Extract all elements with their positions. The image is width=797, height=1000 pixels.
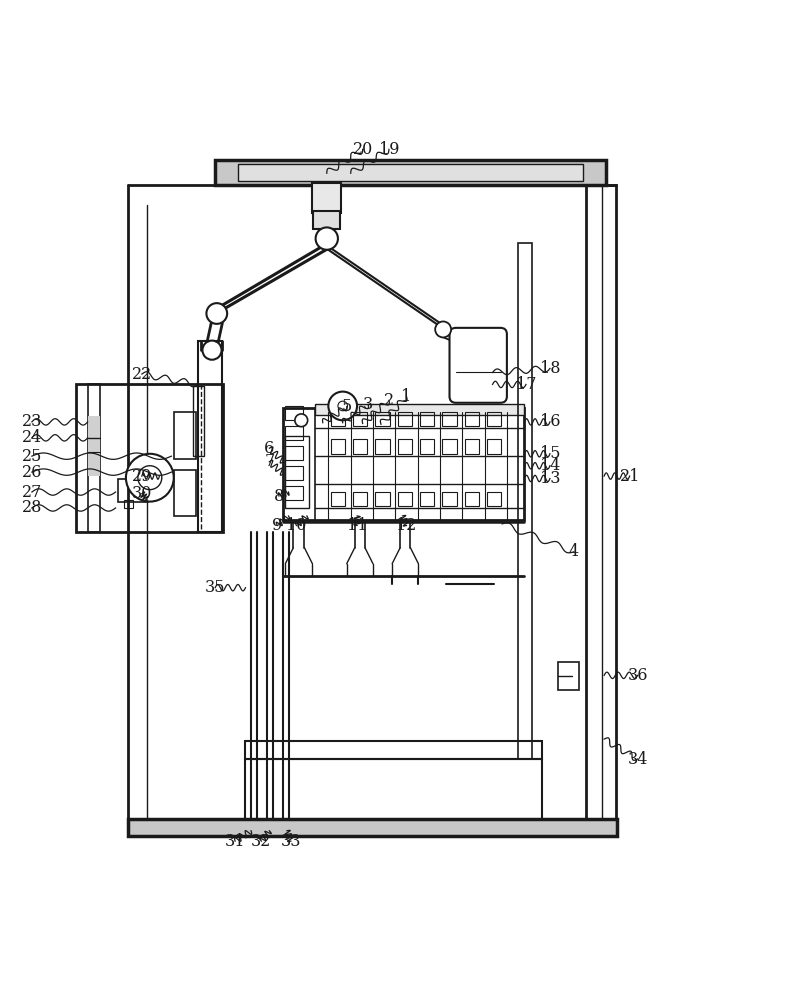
Bar xyxy=(442,439,457,454)
Text: 1: 1 xyxy=(402,388,411,405)
Bar xyxy=(198,341,222,532)
Text: 27: 27 xyxy=(22,484,42,501)
Bar xyxy=(285,436,309,508)
Text: 34: 34 xyxy=(627,751,648,768)
Bar xyxy=(353,492,367,506)
Bar xyxy=(283,408,524,520)
Text: 12: 12 xyxy=(396,517,417,534)
Text: 20: 20 xyxy=(352,141,373,158)
Bar xyxy=(215,160,606,185)
Text: 24: 24 xyxy=(22,429,42,446)
Text: 7: 7 xyxy=(265,453,274,470)
FancyBboxPatch shape xyxy=(450,328,507,403)
Text: 32: 32 xyxy=(251,833,272,850)
Text: 25: 25 xyxy=(22,448,42,465)
Bar xyxy=(331,412,345,426)
Text: 3: 3 xyxy=(363,396,373,413)
Bar xyxy=(245,741,542,759)
Bar xyxy=(174,412,196,459)
Bar xyxy=(375,492,390,506)
Text: 4: 4 xyxy=(569,543,579,560)
Text: 21: 21 xyxy=(619,468,640,485)
Bar xyxy=(315,404,524,415)
Circle shape xyxy=(202,341,222,360)
Text: 8: 8 xyxy=(274,488,284,505)
Bar xyxy=(586,185,616,823)
Bar xyxy=(353,439,367,454)
Bar xyxy=(465,412,479,426)
Text: 33: 33 xyxy=(281,833,301,850)
Bar xyxy=(285,486,303,500)
Text: 16: 16 xyxy=(540,413,560,430)
Bar xyxy=(375,439,390,454)
Text: 10: 10 xyxy=(286,517,307,534)
Text: 9: 9 xyxy=(273,517,282,534)
Bar xyxy=(487,412,501,426)
Bar xyxy=(193,386,204,456)
Bar xyxy=(442,492,457,506)
Bar xyxy=(398,492,412,506)
Text: 14: 14 xyxy=(540,457,560,474)
Text: 5: 5 xyxy=(342,398,351,415)
Text: 11: 11 xyxy=(347,517,367,534)
Text: 17: 17 xyxy=(516,376,536,393)
Bar xyxy=(420,492,434,506)
Circle shape xyxy=(435,321,451,337)
Text: 2: 2 xyxy=(384,392,394,409)
Bar xyxy=(285,426,303,440)
Bar xyxy=(88,416,100,476)
Circle shape xyxy=(126,454,174,502)
Bar xyxy=(285,446,303,460)
Text: 6: 6 xyxy=(265,440,274,457)
Text: 30: 30 xyxy=(132,485,152,502)
Text: 23: 23 xyxy=(22,413,42,430)
Bar xyxy=(174,470,196,516)
Circle shape xyxy=(328,392,357,420)
Bar xyxy=(420,439,434,454)
Bar xyxy=(442,412,457,426)
Bar xyxy=(285,466,303,480)
Text: 28: 28 xyxy=(22,499,42,516)
Circle shape xyxy=(206,303,227,324)
Bar xyxy=(128,819,617,836)
Text: 18: 18 xyxy=(540,360,560,377)
Bar xyxy=(88,384,100,532)
Bar xyxy=(398,439,412,454)
Bar xyxy=(465,439,479,454)
Bar xyxy=(487,492,501,506)
Text: 26: 26 xyxy=(22,464,42,481)
Bar xyxy=(487,439,501,454)
Bar xyxy=(238,164,583,181)
Bar xyxy=(118,479,148,502)
Bar xyxy=(285,406,303,420)
Bar xyxy=(465,492,479,506)
Text: 19: 19 xyxy=(379,141,399,158)
Circle shape xyxy=(338,401,347,411)
Bar xyxy=(353,412,367,426)
Bar xyxy=(331,492,345,506)
Text: 15: 15 xyxy=(540,445,560,462)
Bar xyxy=(313,211,340,229)
Bar xyxy=(76,384,223,532)
Text: 35: 35 xyxy=(205,579,226,596)
Bar xyxy=(375,412,390,426)
Bar xyxy=(312,183,341,213)
Text: 31: 31 xyxy=(225,833,245,850)
Circle shape xyxy=(316,227,338,250)
Text: 13: 13 xyxy=(540,470,560,487)
Bar xyxy=(558,662,579,690)
Bar xyxy=(420,412,434,426)
Circle shape xyxy=(138,466,162,490)
Bar xyxy=(331,439,345,454)
Circle shape xyxy=(295,414,308,427)
Text: 29: 29 xyxy=(132,468,152,485)
Text: 36: 36 xyxy=(627,667,648,684)
Bar xyxy=(124,500,133,508)
Bar xyxy=(398,412,412,426)
Text: 22: 22 xyxy=(132,366,152,383)
Bar xyxy=(518,243,532,759)
